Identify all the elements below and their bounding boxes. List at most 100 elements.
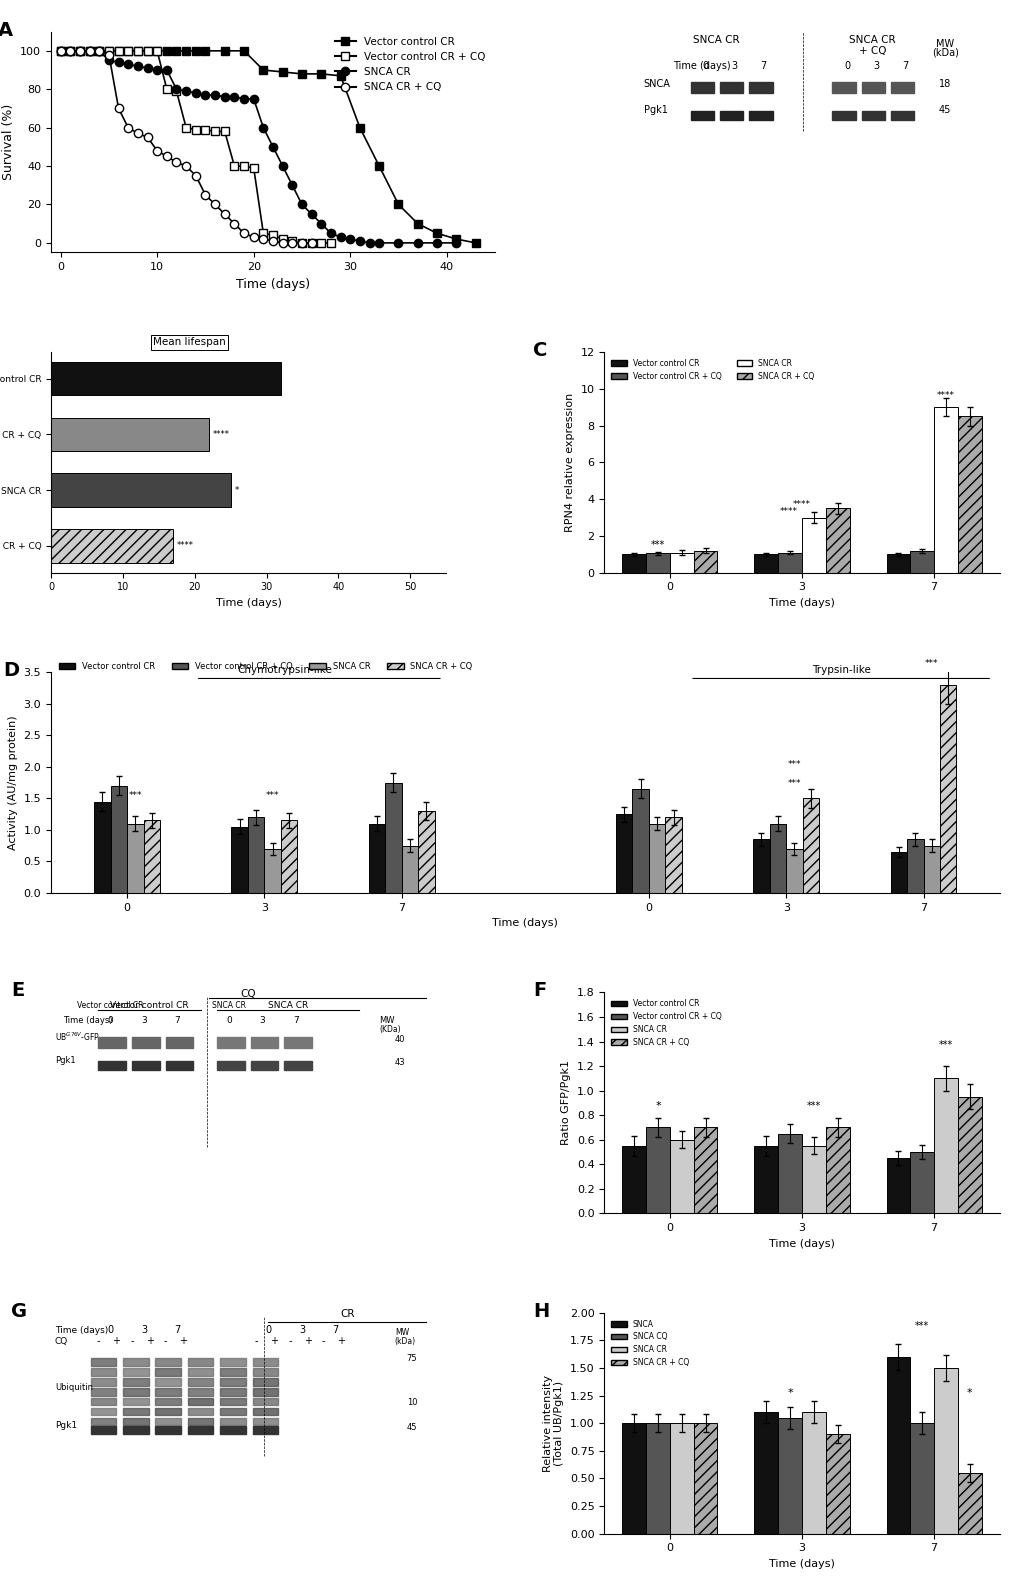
Y-axis label: Ratio GFP/Pgk1: Ratio GFP/Pgk1	[560, 1061, 571, 1145]
Bar	[110, 786, 127, 893]
Text: (KDa): (KDa)	[379, 1024, 400, 1034]
Text: ****: ****	[213, 430, 229, 440]
Bar	[401, 846, 418, 893]
Text: 3: 3	[299, 1325, 305, 1334]
Text: E: E	[11, 982, 24, 1001]
Text: G: G	[11, 1301, 28, 1320]
Bar	[909, 1423, 933, 1534]
Bar	[155, 1407, 180, 1415]
Bar	[801, 1146, 825, 1213]
Bar	[94, 802, 110, 893]
Text: +: +	[304, 1336, 312, 1345]
Bar	[754, 1146, 777, 1213]
Legend: Vector control CR, Vector control CR + CQ, SNCA CR, SNCA CR + CQ: Vector control CR, Vector control CR + C…	[607, 356, 816, 384]
Bar	[754, 555, 777, 572]
Bar	[253, 1358, 278, 1366]
Bar	[645, 553, 669, 572]
Bar	[51, 473, 230, 508]
Bar	[123, 1358, 149, 1366]
Bar	[91, 1379, 116, 1385]
Text: + CQ: + CQ	[858, 46, 886, 55]
Bar	[91, 1407, 116, 1415]
Bar	[648, 824, 664, 893]
Text: 3: 3	[872, 62, 878, 71]
Text: 7: 7	[292, 1017, 299, 1026]
Text: 0: 0	[701, 62, 708, 71]
Bar	[890, 852, 906, 893]
Bar	[754, 1412, 777, 1534]
Text: Ubiquitin: Ubiquitin	[55, 1383, 93, 1391]
Bar	[622, 1423, 645, 1534]
Text: 7: 7	[332, 1325, 338, 1334]
Bar	[769, 824, 786, 893]
X-axis label: Time (days): Time (days)	[768, 1559, 835, 1568]
Text: *: *	[966, 1388, 971, 1398]
Text: ***: ***	[787, 779, 800, 787]
Text: 75: 75	[407, 1355, 417, 1363]
Text: Vector control CR: Vector control CR	[110, 1001, 189, 1010]
Text: 0: 0	[107, 1017, 113, 1026]
Text: D: D	[4, 661, 19, 680]
Text: 7: 7	[174, 1325, 180, 1334]
Bar	[645, 1127, 669, 1213]
Text: 0: 0	[107, 1325, 113, 1334]
Bar	[220, 1379, 246, 1385]
Text: SNCA CR: SNCA CR	[268, 1001, 308, 1010]
Bar	[253, 1388, 278, 1396]
Bar	[220, 1368, 246, 1375]
Bar	[187, 1379, 213, 1385]
Bar	[144, 821, 160, 893]
Text: Pgk1: Pgk1	[55, 1056, 75, 1066]
Text: 40: 40	[394, 1036, 405, 1043]
Bar	[91, 1388, 116, 1396]
Bar	[861, 111, 884, 120]
Bar	[693, 1127, 716, 1213]
Bar	[91, 1368, 116, 1375]
Bar	[786, 849, 802, 893]
Bar	[886, 555, 909, 572]
Text: -: -	[97, 1336, 100, 1345]
Bar	[690, 82, 713, 93]
Bar	[155, 1368, 180, 1375]
X-axis label: Time (days): Time (days)	[768, 598, 835, 609]
Bar	[669, 552, 693, 572]
Bar	[832, 82, 855, 93]
Bar	[748, 82, 771, 93]
Bar	[645, 1423, 669, 1534]
Bar	[217, 1061, 245, 1070]
Bar	[91, 1418, 116, 1426]
Text: -: -	[130, 1336, 133, 1345]
Bar	[165, 1037, 194, 1048]
Text: (kDa): (kDa)	[394, 1336, 416, 1345]
Text: Time (days): Time (days)	[672, 62, 730, 71]
Bar	[253, 1379, 278, 1385]
Bar	[669, 1423, 693, 1534]
Bar	[933, 408, 957, 572]
Text: -: -	[164, 1336, 167, 1345]
Bar	[123, 1368, 149, 1375]
Text: CR: CR	[340, 1309, 355, 1319]
Bar	[284, 1037, 312, 1048]
Bar	[253, 1418, 278, 1426]
Legend: SNCA, SNCA CQ, SNCA CR, SNCA CR + CQ: SNCA, SNCA CQ, SNCA CR, SNCA CR + CQ	[607, 1317, 691, 1371]
Text: ****: ****	[936, 391, 954, 400]
Text: Time (days): Time (days)	[55, 1325, 108, 1334]
Text: 7: 7	[174, 1017, 180, 1026]
Legend: Vector control CR, Vector control CR + CQ, SNCA CR, SNCA CR + CQ: Vector control CR, Vector control CR + C…	[330, 33, 489, 96]
Text: CQ: CQ	[240, 988, 256, 999]
Bar	[280, 821, 298, 893]
Bar	[248, 817, 264, 893]
Bar	[957, 1097, 980, 1213]
Text: A: A	[0, 21, 13, 40]
Text: UB$^{G76V}$-GFP: UB$^{G76V}$-GFP	[55, 1031, 100, 1043]
Bar	[890, 111, 913, 120]
Bar	[801, 1412, 825, 1534]
Bar	[123, 1407, 149, 1415]
Bar	[217, 1037, 245, 1048]
Text: MW: MW	[379, 1017, 394, 1026]
Bar	[690, 111, 713, 120]
Text: SNCA CR: SNCA CR	[848, 35, 895, 44]
Text: +: +	[270, 1336, 278, 1345]
Bar	[155, 1379, 180, 1385]
Bar	[886, 1356, 909, 1534]
